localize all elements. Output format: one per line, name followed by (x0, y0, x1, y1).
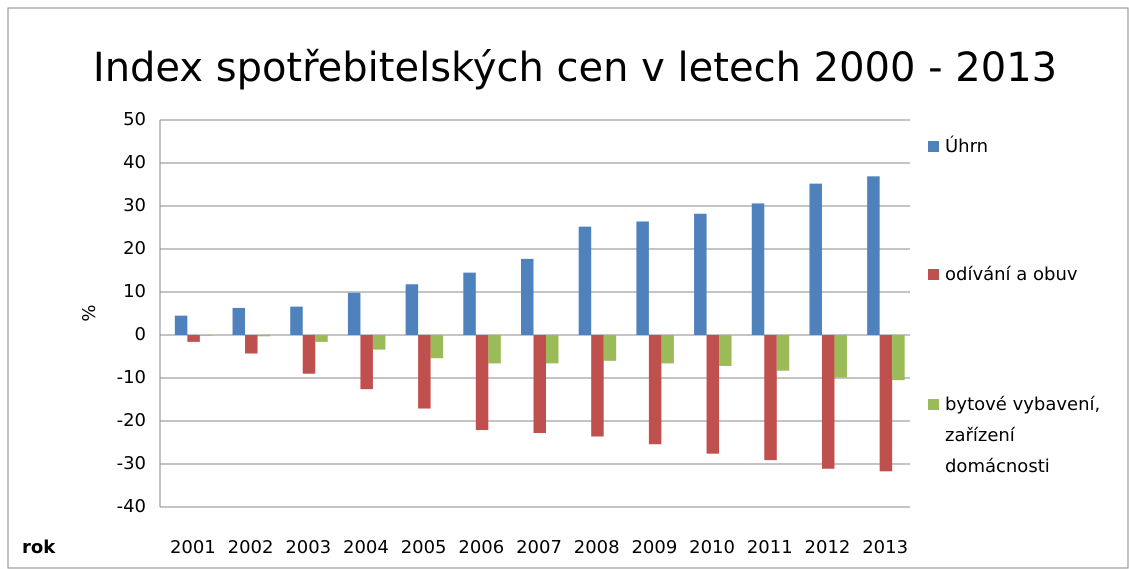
x-tick-label: 2002 (228, 537, 274, 558)
x-tick-label: 2009 (631, 537, 677, 558)
x-tick-label: 2011 (747, 537, 793, 558)
x-tick-label: 2004 (343, 537, 389, 558)
bar (290, 306, 303, 335)
bar (867, 176, 880, 335)
bar (603, 335, 617, 361)
bar (521, 258, 534, 335)
bar (405, 284, 419, 335)
chart-border (7, 7, 1129, 569)
y-tick-label: -30 (117, 453, 146, 474)
y-tick-label: -20 (117, 410, 146, 431)
bar (648, 335, 662, 445)
bar (347, 292, 361, 335)
bar (257, 335, 271, 337)
y-tick-label: 30 (123, 195, 146, 216)
chart-title: Index spotřebitelských cen v letech 2000… (93, 45, 1057, 91)
bar (174, 315, 188, 335)
bar (821, 335, 835, 469)
y-tick-label: 0 (135, 324, 146, 345)
bar (533, 335, 546, 434)
bar (360, 335, 373, 390)
x-tick-label: 2003 (285, 537, 331, 558)
legend-label: odívání a obuv (945, 264, 1078, 285)
bar (719, 335, 732, 366)
y-tick-label: -10 (117, 367, 146, 388)
bar (892, 335, 905, 381)
x-tick-label: 2013 (862, 537, 908, 558)
bar (776, 335, 790, 371)
x-tick-label: 2010 (689, 537, 735, 558)
y-tick-label: 50 (123, 109, 146, 130)
bar (661, 335, 674, 364)
bar (463, 272, 476, 335)
bar (372, 335, 386, 350)
x-tick-label: 2008 (574, 537, 620, 558)
bar (418, 335, 431, 409)
y-tick-label: 10 (123, 281, 146, 302)
bar (187, 335, 200, 342)
legend-label: Úhrn (945, 136, 989, 157)
y-axis-label: % (79, 304, 100, 321)
bar (245, 335, 258, 354)
bar (694, 213, 707, 335)
bar (764, 335, 777, 461)
bar (488, 335, 501, 364)
bar (879, 335, 893, 472)
bar (199, 335, 213, 336)
bar (546, 335, 559, 364)
y-tick-label: 40 (123, 152, 146, 173)
bar (475, 335, 489, 431)
bar (636, 221, 649, 335)
x-tick-label: 2006 (458, 537, 504, 558)
x-tick-label: 2005 (401, 537, 447, 558)
x-tick-label: 2012 (805, 537, 851, 558)
x-axis-label: rok (22, 537, 56, 558)
legend-swatch (928, 141, 939, 152)
bar (591, 335, 604, 437)
bar (232, 307, 246, 335)
x-tick-label: 2001 (170, 537, 216, 558)
bar (315, 335, 328, 342)
legend-swatch (928, 399, 939, 410)
bar (834, 335, 847, 378)
bar (706, 335, 720, 454)
bar (578, 226, 592, 335)
legend-label: bytové vybavení, zařízení domácnosti (945, 394, 1101, 477)
bar (430, 335, 444, 359)
x-tick-label: 2007 (516, 537, 562, 558)
y-tick-label: -40 (117, 496, 146, 517)
legend-swatch (928, 269, 939, 280)
bar (302, 335, 316, 374)
bar (751, 203, 765, 335)
y-tick-label: 20 (123, 238, 146, 259)
bar (809, 183, 822, 335)
